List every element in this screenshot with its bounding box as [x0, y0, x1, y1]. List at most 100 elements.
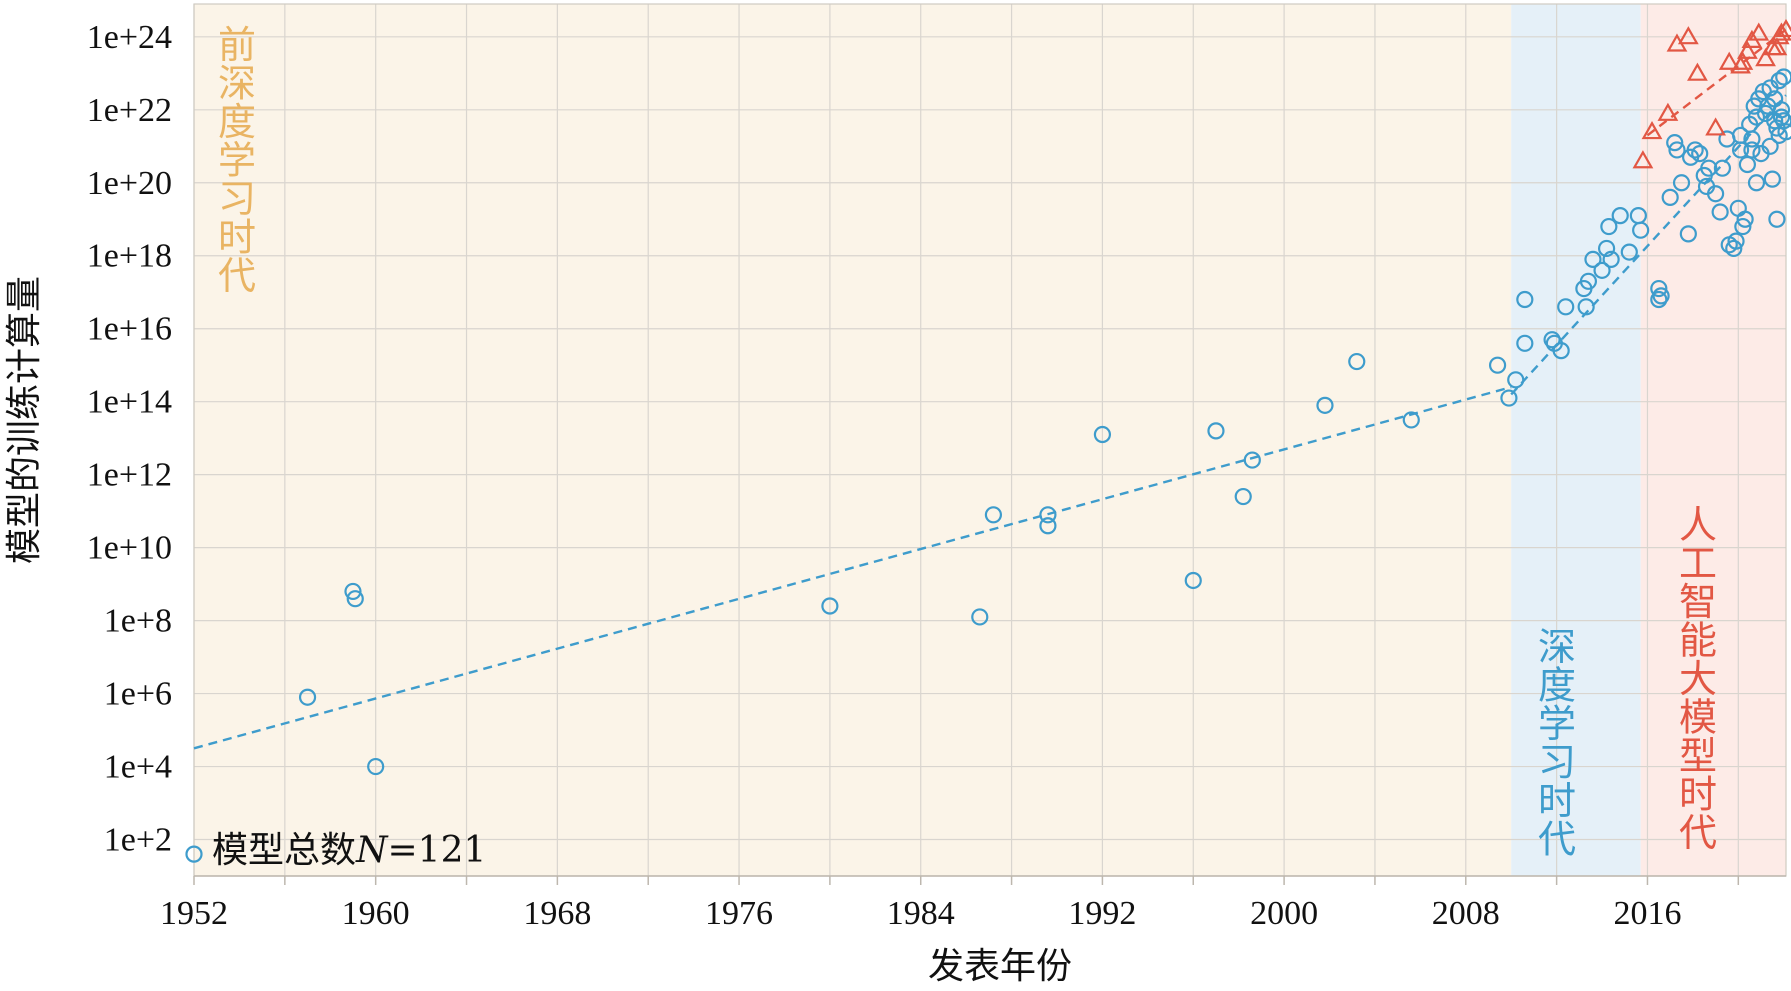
era-label-char: 时	[1538, 779, 1576, 823]
data-point-circle	[1772, 108, 1791, 126]
plot-frame	[193, 3, 1787, 885]
data-point-circle	[971, 608, 989, 626]
data-point-circle	[1700, 159, 1718, 177]
x-tick-label: 1992	[1068, 895, 1136, 932]
era-bands	[194, 4, 1786, 876]
era-label-char: 人	[1679, 503, 1717, 547]
data-point-circle	[1711, 203, 1729, 221]
data-point-circle	[1577, 298, 1595, 316]
data-point-circle	[1557, 298, 1575, 316]
data-point-circle	[1727, 232, 1745, 250]
x-tick-label: 2000	[1250, 895, 1318, 932]
data-point-circle	[1234, 487, 1252, 506]
x-tick-label: 2016	[1613, 895, 1681, 932]
data-point-circle	[346, 590, 364, 608]
era-label-char: 度	[218, 100, 256, 144]
model-count-value: =121	[388, 830, 487, 871]
data-points	[185, 18, 1791, 863]
data-point-triangle	[1730, 55, 1751, 74]
era-label-char: 能	[1679, 619, 1717, 663]
data-point-triangle	[1687, 62, 1708, 81]
data-point-triangle	[1641, 120, 1663, 140]
data-point-circle	[1611, 207, 1629, 225]
data-point-circle	[1348, 352, 1366, 371]
era-label-char: 深	[218, 62, 256, 106]
data-point-circle	[1747, 108, 1766, 126]
data-point-circle	[1747, 174, 1766, 192]
data-point-circle	[1543, 331, 1561, 349]
data-point-triangle	[1677, 26, 1699, 45]
data-point-circle	[1661, 188, 1679, 206]
data-point-circle	[1597, 239, 1616, 258]
data-point-circle	[1507, 371, 1525, 389]
era-band-1	[1511, 4, 1641, 876]
data-point-circle	[1488, 356, 1507, 374]
x-tick-label: 1976	[705, 895, 773, 932]
data-point-circle	[1725, 239, 1743, 258]
data-point-circle	[821, 597, 839, 615]
data-point-circle	[984, 506, 1003, 524]
data-point-circle	[1552, 342, 1570, 360]
data-point-triangle	[1632, 150, 1654, 169]
y-tick-label: 1e+8	[104, 603, 172, 640]
data-point-circle	[1620, 243, 1638, 261]
era-label-char: 度	[1538, 664, 1576, 708]
data-point-circle	[1743, 130, 1761, 148]
data-point-triangle	[1657, 102, 1679, 121]
data-point-circle	[1736, 210, 1754, 228]
data-point-circle	[1093, 425, 1112, 444]
x-tick-label: 2008	[1432, 895, 1500, 932]
data-point-triangle	[1766, 37, 1788, 56]
era-label-char: 学	[1538, 702, 1576, 746]
data-point-circle	[1652, 287, 1670, 305]
era-label-char: 学	[218, 139, 256, 183]
data-point-circle	[1650, 290, 1668, 309]
x-tick-label: 1984	[887, 895, 955, 932]
data-point-circle	[1763, 170, 1781, 188]
era-label-char: 前	[218, 23, 256, 67]
data-point-triangle	[1768, 26, 1790, 45]
data-point-circle	[1666, 134, 1684, 152]
data-point-circle	[1734, 217, 1752, 236]
data-point-circle	[1691, 144, 1709, 163]
data-point-circle	[1775, 68, 1791, 86]
era-label-char: 模	[1679, 696, 1717, 740]
data-point-circle	[344, 582, 362, 601]
era-label-char: 代	[1679, 811, 1717, 855]
era-label-char: 时	[1679, 773, 1717, 817]
era-label-char: 型	[1679, 734, 1717, 778]
data-point-circle	[1772, 101, 1791, 119]
y-tick-label: 1e+4	[104, 749, 172, 786]
y-tick-label: 1e+22	[87, 92, 172, 129]
x-tick-label: 1960	[342, 895, 410, 932]
y-tick-label: 1e+14	[87, 384, 172, 421]
era-label-char: 习	[218, 177, 256, 221]
era-label-char: 智	[1679, 580, 1717, 624]
y-tick-label: 1e+6	[104, 676, 172, 713]
data-point-circle	[1039, 506, 1057, 524]
data-point-circle	[1761, 137, 1779, 155]
data-point-circle	[367, 757, 385, 776]
y-axis-ticks: 1e+2 1e+4 1e+6 1e+8 1e+10 1e+12 1e+14 1e+16 1e+1…	[87, 19, 172, 859]
data-point-circle	[1672, 174, 1691, 192]
data-point-circle	[1770, 72, 1788, 90]
y-tick-label: 1e+20	[87, 165, 172, 202]
data-point-circle	[1039, 517, 1057, 535]
y-tick-label: 1e+2	[104, 822, 172, 859]
data-point-circle	[1713, 159, 1732, 177]
data-point-triangle	[1775, 18, 1791, 38]
data-point-circle	[1402, 411, 1420, 429]
data-point-triangle	[1755, 48, 1776, 67]
x-tick-label: 1968	[523, 895, 591, 932]
y-tick-label: 1e+18	[87, 238, 172, 275]
era-label-char: 大	[1679, 657, 1717, 701]
x-axis-title: 发表年份	[928, 946, 1072, 987]
era-label-char: 时	[218, 216, 256, 260]
x-axis-ticks: 1952 1960 1968 1976 1984 1992 2000 2008 2016	[160, 895, 1681, 932]
era-label-char: 代	[218, 254, 256, 298]
data-point-circle	[1632, 221, 1650, 239]
y-tick-label: 1e+24	[87, 19, 172, 56]
data-point-circle	[1593, 261, 1611, 279]
